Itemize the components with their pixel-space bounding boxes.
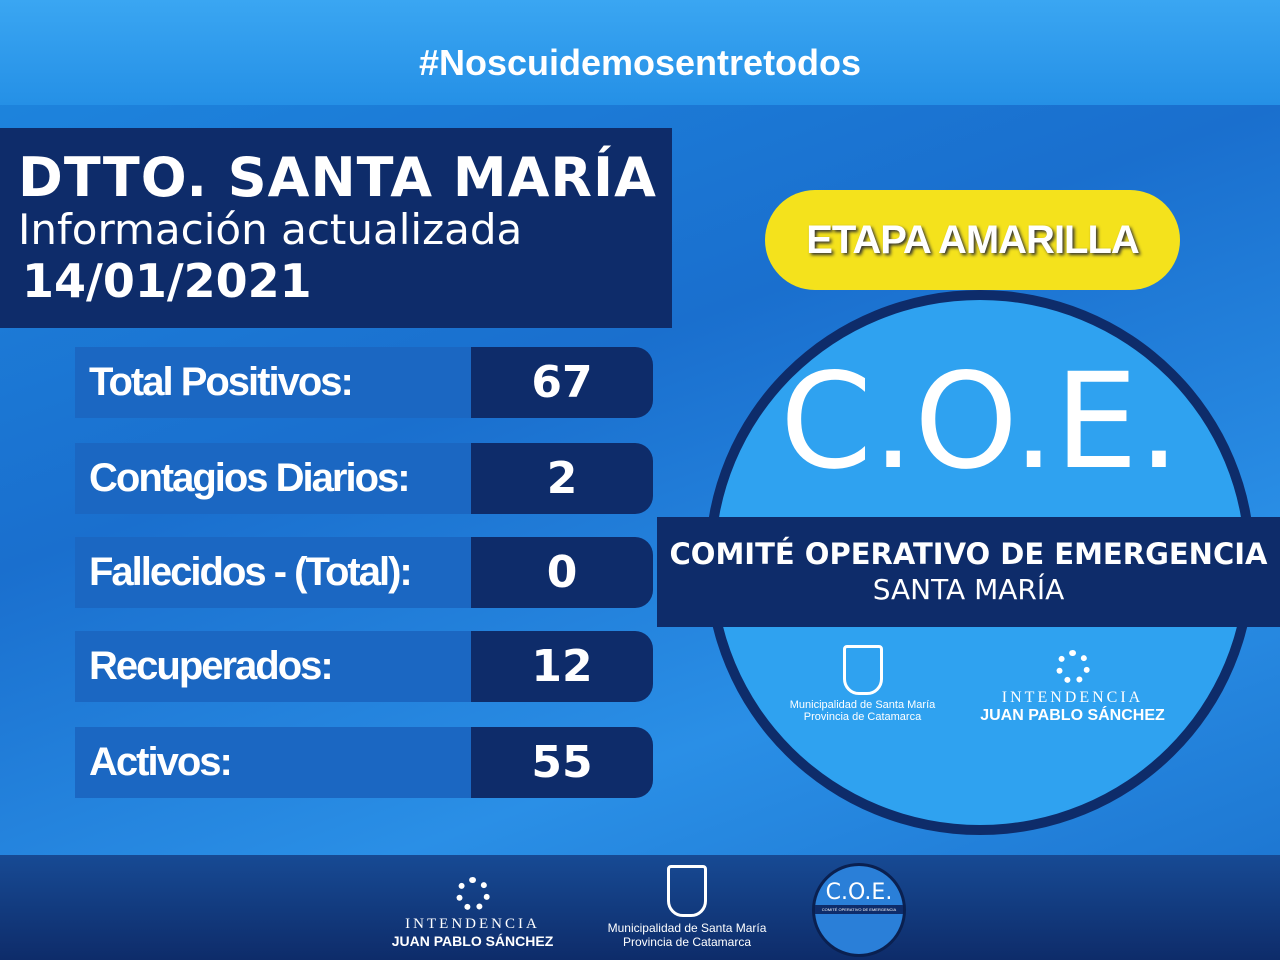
stat-value: 67 <box>471 347 653 418</box>
intend-line2: JUAN PABLO SÁNCHEZ <box>980 707 1165 724</box>
hashtag: #Noscuidemosentretodos <box>418 42 862 83</box>
stat-label: Fallecidos - (Total): <box>75 537 475 608</box>
stat-value: 0 <box>471 537 653 608</box>
footer-coe-logo: C.O.E. COMITÉ OPERATIVO DE EMERGENCIA <box>812 863 906 957</box>
title-box: DTTO. SANTA MARÍA Información actualizad… <box>0 128 672 328</box>
stat-row: Recuperados: 12 <box>75 631 653 702</box>
municipality-logo: Municipalidad de Santa María Provincia d… <box>780 645 945 723</box>
muni-line2: Provincia de Catamarca <box>622 935 752 949</box>
stat-label: Activos: <box>75 727 475 798</box>
footer-intendencia-logo: INTENDENCIA JUAN PABLO SÁNCHEZ <box>375 877 570 949</box>
coe-acronym-small: C.O.E. <box>825 880 893 905</box>
date: 14/01/2021 <box>22 254 312 308</box>
coat-of-arms-icon <box>842 645 883 695</box>
header-band <box>0 0 1280 105</box>
muni-line2: Provincia de Catamarca <box>803 711 922 723</box>
stat-value: 55 <box>471 727 653 798</box>
coe-name: COMITÉ OPERATIVO DE EMERGENCIA <box>669 537 1268 571</box>
dotted-ring-icon <box>1055 650 1090 684</box>
stage-badge: ETAPA AMARILLA <box>765 190 1180 290</box>
stat-row: Contagios Diarios: 2 <box>75 443 653 514</box>
coe-place: SANTA MARÍA <box>872 573 1065 606</box>
intend-line1: INTENDENCIA <box>1001 689 1144 706</box>
stat-label: Total Positivos: <box>75 347 475 418</box>
stat-row: Fallecidos - (Total): 0 <box>75 537 653 608</box>
intend-line1: INTENDENCIA <box>405 916 540 932</box>
muni-line1: Municipalidad de Santa María <box>789 699 936 711</box>
coe-name-band: COMITÉ OPERATIVO DE EMERGENCIA SANTA MAR… <box>657 517 1280 627</box>
footer-municipality-logo: Municipalidad de Santa María Provincia d… <box>597 865 777 949</box>
coe-name-small: COMITÉ OPERATIVO DE EMERGENCIA <box>815 905 903 914</box>
coat-of-arms-icon <box>667 865 707 917</box>
dotted-ring-icon <box>455 877 490 911</box>
coe-acronym: C.O.E. <box>780 345 1180 499</box>
stat-value: 2 <box>471 443 653 514</box>
intendencia-logo: INTENDENCIA JUAN PABLO SÁNCHEZ <box>970 650 1175 725</box>
stat-row: Activos: 55 <box>75 727 653 798</box>
stat-value: 12 <box>471 631 653 702</box>
stat-label: Recuperados: <box>75 631 475 702</box>
stat-row: Total Positivos: 67 <box>75 347 653 418</box>
stat-label: Contagios Diarios: <box>75 443 475 514</box>
subtitle: Información actualizada <box>18 205 523 254</box>
district-title: DTTO. SANTA MARÍA <box>18 146 657 209</box>
muni-line1: Municipalidad de Santa María <box>607 921 767 935</box>
intend-line2: JUAN PABLO SÁNCHEZ <box>391 933 554 949</box>
footer-band: INTENDENCIA JUAN PABLO SÁNCHEZ Municipal… <box>0 855 1280 960</box>
